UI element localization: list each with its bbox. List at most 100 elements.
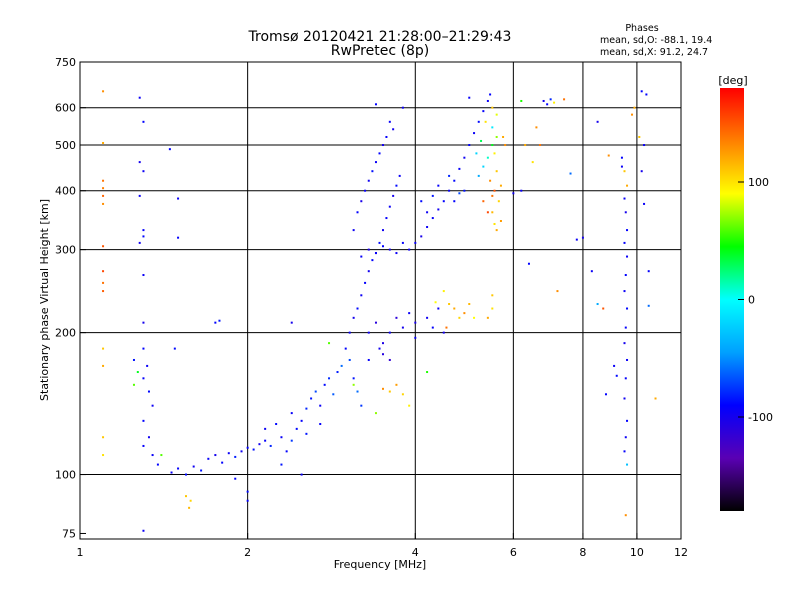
data-point [388,390,391,393]
y-tick-label: 200 [55,327,76,340]
data-point [633,106,636,109]
data-point [426,316,429,319]
data-point [613,364,616,367]
data-point [352,383,355,386]
data-point [381,245,384,248]
data-point [227,452,230,455]
data-point [305,432,308,435]
data-point [184,473,187,476]
data-point [246,499,249,502]
data-point [102,179,105,182]
data-point [448,303,451,306]
data-point [604,393,607,396]
data-point [234,477,237,480]
y-tick-label: 750 [55,56,76,69]
data-point [437,208,440,211]
data-point [482,165,485,168]
data-point [147,436,150,439]
data-point [234,455,237,458]
data-point [458,192,461,195]
data-point [146,364,149,367]
data-point [388,120,391,123]
data-point [623,450,626,453]
colorbar-tick-label: 100 [748,176,769,189]
data-point [482,200,485,203]
data-point [360,404,363,407]
data-point [367,248,370,251]
data-point [170,471,173,474]
data-point [426,226,429,229]
data-point [531,161,534,164]
data-point [300,419,303,422]
data-point [300,473,303,476]
data-point [408,248,411,251]
data-points [102,90,657,532]
data-point [468,96,471,99]
data-point [388,331,391,334]
data-point [323,383,326,386]
data-point [177,197,180,200]
data-point [207,457,210,460]
data-point [624,274,627,277]
data-point [499,219,502,222]
data-point [638,135,641,138]
data-point [136,371,139,374]
data-point [569,172,572,175]
x-tick-label: 6 [510,546,517,559]
data-point [371,259,374,262]
data-point [385,135,388,138]
data-point [280,463,283,466]
plot-frame [79,61,682,540]
data-point [156,463,159,466]
stats-line-x: mean, sd,X: 91.2, 24.7 [600,47,708,58]
y-tick-label: 500 [55,139,76,152]
data-point [556,290,559,293]
data-point [414,321,417,324]
data-point [654,397,657,400]
data-point [477,120,480,123]
data-point [453,179,456,182]
data-point [542,99,545,102]
data-point [142,529,145,532]
data-point [414,336,417,339]
data-point [378,152,381,155]
data-point [102,141,105,144]
data-point [189,499,192,502]
data-point [458,316,461,319]
data-point [381,342,384,345]
data-point [102,194,105,197]
data-point [493,222,496,225]
data-point [344,347,347,350]
data-point [364,189,367,192]
data-point [184,495,187,498]
data-point [463,189,466,192]
data-point [615,374,618,377]
data-point [647,270,650,273]
data-point [442,290,445,293]
x-tick-label: 12 [674,546,688,559]
data-point [356,307,359,310]
data-point [173,347,176,350]
data-point [290,321,293,324]
data-point [549,98,552,101]
data-point [246,490,249,493]
data-point [581,236,584,239]
data-point [214,454,217,457]
data-point [539,144,542,147]
data-point [602,307,605,310]
data-point [475,152,478,155]
data-point [512,192,515,195]
data-point [264,439,267,442]
y-tick-label: 75 [62,527,76,540]
data-point [473,132,476,135]
data-point [138,96,141,99]
data-point [491,194,494,197]
data-point [102,347,105,350]
data-point [495,170,498,173]
data-point [381,229,384,232]
data-point [546,103,549,106]
data-point [310,397,313,400]
data-point [491,211,494,214]
data-point [626,463,629,466]
